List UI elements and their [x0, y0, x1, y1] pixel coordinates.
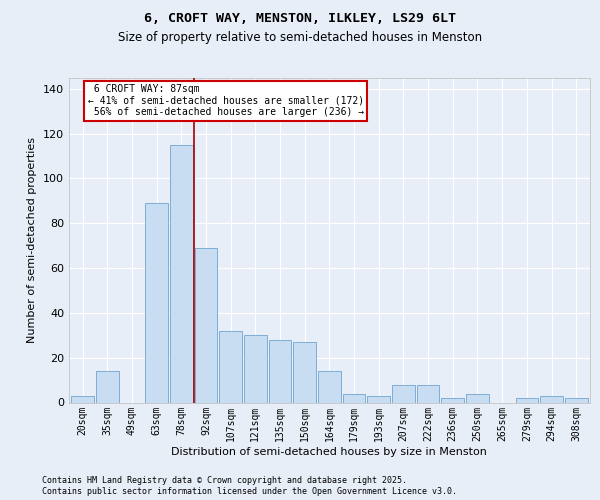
Bar	[170, 144, 193, 402]
Bar	[220, 331, 242, 402]
Bar	[540, 396, 563, 402]
Text: 6 CROFT WAY: 87sqm
← 41% of semi-detached houses are smaller (172)
 56% of semi-: 6 CROFT WAY: 87sqm ← 41% of semi-detache…	[88, 84, 364, 117]
Bar	[269, 340, 292, 402]
Text: Contains public sector information licensed under the Open Government Licence v3: Contains public sector information licen…	[42, 487, 457, 496]
Bar	[343, 394, 365, 402]
Bar	[318, 371, 341, 402]
Bar	[417, 384, 439, 402]
Text: Contains HM Land Registry data © Crown copyright and database right 2025.: Contains HM Land Registry data © Crown c…	[42, 476, 407, 485]
Bar	[565, 398, 587, 402]
Y-axis label: Number of semi-detached properties: Number of semi-detached properties	[28, 137, 37, 343]
Bar	[367, 396, 390, 402]
Text: Size of property relative to semi-detached houses in Menston: Size of property relative to semi-detach…	[118, 31, 482, 44]
Bar	[244, 336, 267, 402]
Bar	[71, 396, 94, 402]
Bar	[145, 203, 168, 402]
Bar	[194, 248, 217, 402]
Text: 6, CROFT WAY, MENSTON, ILKLEY, LS29 6LT: 6, CROFT WAY, MENSTON, ILKLEY, LS29 6LT	[144, 12, 456, 26]
Bar	[515, 398, 538, 402]
Bar	[392, 384, 415, 402]
Bar	[466, 394, 489, 402]
X-axis label: Distribution of semi-detached houses by size in Menston: Distribution of semi-detached houses by …	[172, 448, 487, 458]
Bar	[96, 371, 119, 402]
Bar	[442, 398, 464, 402]
Bar	[293, 342, 316, 402]
